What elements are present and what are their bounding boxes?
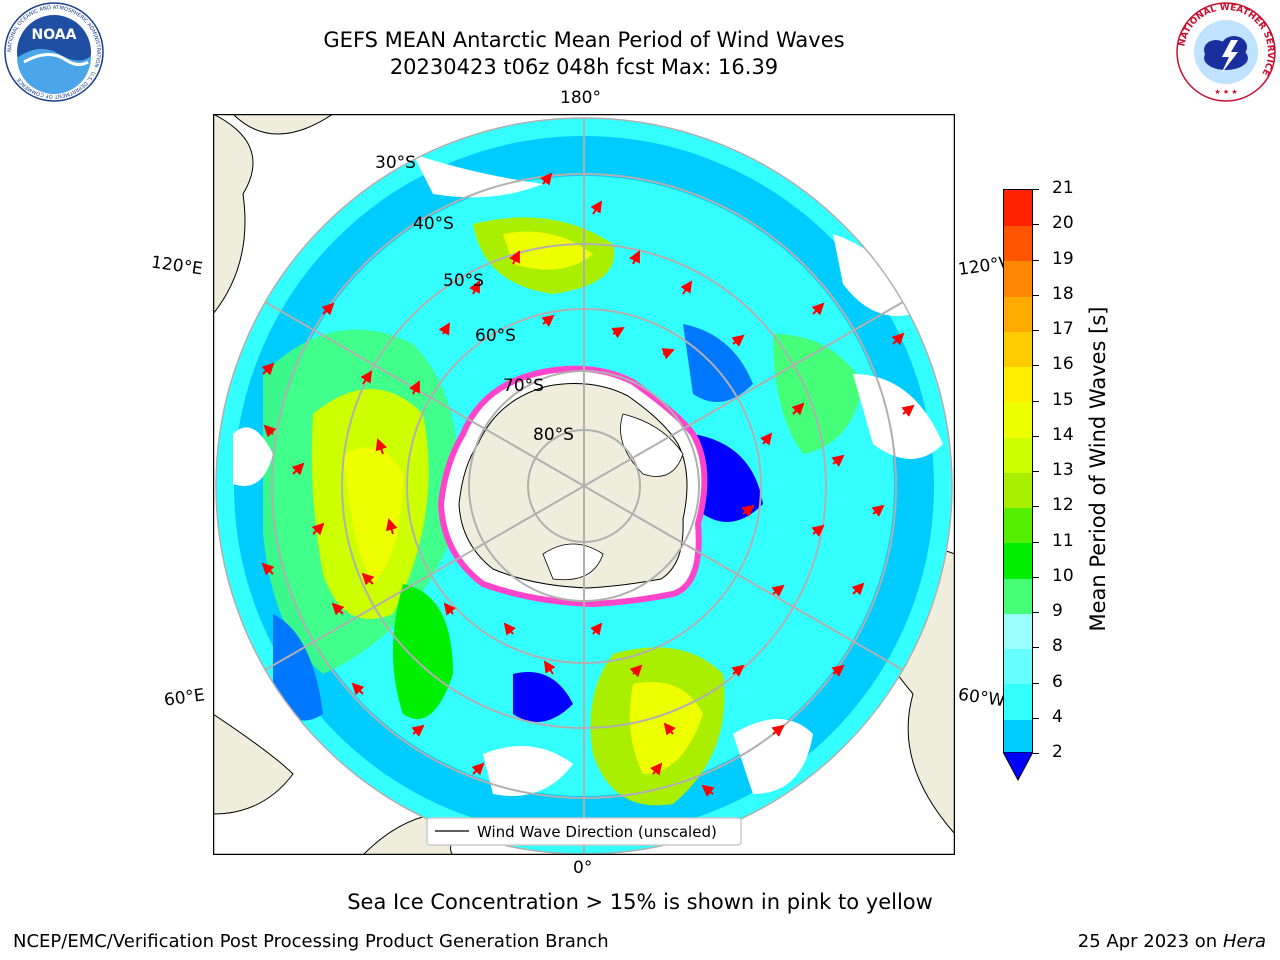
colorbar-tick-label: 10 <box>1052 565 1074 586</box>
colorbar-tick-mark <box>1033 435 1039 437</box>
colorbar-tick-mark <box>1033 612 1039 613</box>
colorbar-tick-label: 17 <box>1052 319 1074 339</box>
colorbar-segment <box>1004 225 1032 262</box>
lon-label-180: 180° <box>560 88 601 108</box>
colorbar-tick-mark <box>1033 506 1039 508</box>
colorbar-tick-label: 14 <box>1052 424 1074 445</box>
colorbar-tick-mark <box>1033 400 1039 402</box>
colorbar-tick-mark <box>1033 365 1039 367</box>
colorbar-tick-mark <box>1033 541 1039 543</box>
legend-label: Wind Wave Direction (unscaled) <box>477 823 717 841</box>
footer-date-text: 25 Apr 2023 on <box>1077 931 1223 952</box>
colorbar-tick-mark <box>1033 259 1039 261</box>
colorbar-tick-mark <box>1033 753 1039 754</box>
colorbar-segment <box>1004 718 1032 755</box>
colorbar-segment <box>1004 472 1032 508</box>
colorbar-extend-arrow <box>1003 752 1033 782</box>
colorbar-tick-label: 8 <box>1052 636 1063 657</box>
footer-date: 25 Apr 2023 on Hera <box>1078 931 1266 952</box>
lat-label-40s: 40°S <box>413 214 454 234</box>
nws-logo: NATIONAL WEATHER SERVICE ★ ★ ★ <box>1176 2 1276 102</box>
colorbar-tick-label: 19 <box>1052 248 1074 269</box>
colorbar-tick-label: 6 <box>1052 671 1063 692</box>
colorbar-tick-label: 13 <box>1052 460 1074 480</box>
lat-label-80s: 80°S <box>533 425 574 445</box>
noaa-text: NOAA <box>32 27 77 43</box>
colorbar-tick-label: 2 <box>1052 742 1063 762</box>
colorbar-tick-mark <box>1033 471 1039 472</box>
noaa-logo: NATIONAL OCEANIC AND ATMOSPHERIC ADMINIS… <box>4 2 104 102</box>
lon-label-60e: 60°E <box>162 685 207 711</box>
colorbar-tick-mark <box>1033 717 1039 719</box>
polar-map: 30°S 40°S 50°S 60°S 70°S 80°S Wind Wave … <box>213 114 955 855</box>
colorbar <box>1003 189 1033 755</box>
lat-label-70s: 70°S <box>503 376 544 396</box>
colorbar-tick-label: 15 <box>1052 389 1074 410</box>
colorbar-segment <box>1004 542 1032 579</box>
colorbar-tick-mark <box>1033 224 1039 226</box>
lat-label-60s: 60°S <box>475 326 516 346</box>
colorbar-tick-mark <box>1033 330 1039 331</box>
colorbar-tick-label: 9 <box>1052 601 1063 621</box>
colorbar-tick-mark <box>1033 576 1039 578</box>
arrow-legend: Wind Wave Direction (unscaled) <box>426 817 742 846</box>
lon-label-60w: 60°W <box>956 684 1007 712</box>
colorbar-tick-label: 16 <box>1052 354 1074 375</box>
wind-wave-arrows <box>261 172 915 797</box>
colorbar-tick-label: 11 <box>1052 530 1074 551</box>
colorbar-tick-mark <box>1033 682 1039 684</box>
colorbar-tick-label: 18 <box>1052 283 1074 304</box>
colorbar-tick-mark <box>1033 189 1039 190</box>
colorbar-segment <box>1004 683 1032 720</box>
lat-label-30s: 30°S <box>375 153 416 173</box>
colorbar-tick-mark <box>1033 647 1039 649</box>
footer-machine: Hera <box>1222 931 1266 952</box>
colorbar-segment <box>1004 331 1032 367</box>
colorbar-segment <box>1004 648 1032 685</box>
colorbar-tick-label: 20 <box>1052 213 1074 234</box>
colorbar-segment <box>1004 507 1032 544</box>
sea-ice-note: Sea Ice Concentration > 15% is shown in … <box>347 890 933 914</box>
lon-label-0: 0° <box>573 858 593 878</box>
colorbar-segment <box>1004 190 1032 226</box>
chart-title: GEFS MEAN Antarctic Mean Period of Wind … <box>323 28 845 52</box>
colorbar-segment <box>1004 577 1032 614</box>
footer-credit: NCEP/EMC/Verification Post Processing Pr… <box>13 931 609 952</box>
colorbar-segment <box>1004 366 1032 403</box>
colorbar-tick-mark <box>1033 294 1039 296</box>
colorbar-segment <box>1004 613 1032 649</box>
lat-label-50s: 50°S <box>443 271 484 291</box>
colorbar-ticks: 2 4 6 8 9 10 11 12 13 14 15 16 17 18 19 20 21 <box>1033 178 1085 762</box>
chart-subtitle: 20230423 t06z 048h fcst Max: 16.39 <box>389 55 779 79</box>
colorbar-segment <box>1004 260 1032 297</box>
svg-text:★ ★ ★: ★ ★ ★ <box>1214 88 1237 96</box>
lon-label-120e: 120°E <box>149 252 204 280</box>
colorbar-segment <box>1004 295 1032 332</box>
colorbar-tick-label: 12 <box>1052 495 1074 516</box>
colorbar-segment <box>1004 436 1032 473</box>
colorbar-tick-label: 21 <box>1052 178 1074 198</box>
colorbar-tick-label: 4 <box>1052 706 1063 727</box>
colorbar-label: Mean Period of Wind Waves [s] <box>1086 306 1110 632</box>
colorbar-segment <box>1004 401 1032 438</box>
